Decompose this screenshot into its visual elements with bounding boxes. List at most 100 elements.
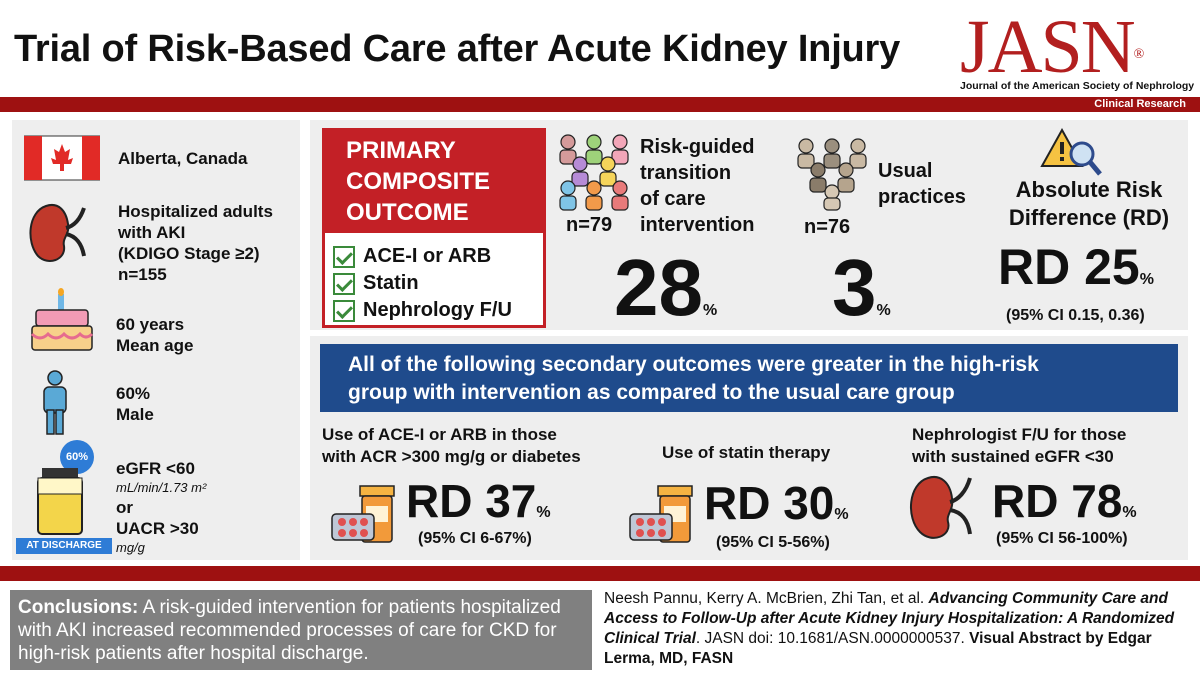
usual-line-2: practices xyxy=(878,186,966,208)
person-icon xyxy=(43,370,67,435)
kidney-icon xyxy=(29,204,86,262)
outcome-3-rd-value: RD 78 xyxy=(992,475,1123,527)
percent-sign: % xyxy=(1139,271,1154,288)
discharge-label: AT DISCHARGE xyxy=(16,538,112,554)
usual-n: n=76 xyxy=(804,216,851,238)
component-item: Statin xyxy=(333,270,543,297)
outcome-1-rd-value: RD 37 xyxy=(406,475,537,527)
outcome-3-line-2: with sustained eGFR <30 xyxy=(912,447,1114,466)
intervention-group-icon xyxy=(559,134,629,211)
male-label: Male xyxy=(116,405,154,424)
citation-title: Advancing Community Care and Access to F… xyxy=(604,590,1175,647)
banner-line-2: group with intervention as compared to t… xyxy=(348,381,955,404)
outcome-2-ci: (95% CI 5-56%) xyxy=(716,534,830,551)
intervention-line-3: of care xyxy=(640,188,706,210)
rd-title: Absolute Risk Difference (RD) xyxy=(996,176,1182,232)
intervention-value: 28 xyxy=(614,243,703,332)
outcome-3-rd: RD 78% xyxy=(992,478,1137,524)
cohort-line-1: Hospitalized adults xyxy=(118,202,273,221)
checkbox-icon xyxy=(333,245,355,268)
primary-rd: RD 25% xyxy=(998,242,1154,292)
page-title: Trial of Risk-Based Care after Acute Kid… xyxy=(14,28,901,70)
conclusions-label: Conclusions: xyxy=(18,597,139,618)
secondary-banner: All of the following secondary outcomes … xyxy=(320,344,1178,412)
pill-bottle-icon xyxy=(331,485,395,543)
usual-value: 3 xyxy=(832,243,877,332)
outcome-1-rd: RD 37% xyxy=(406,478,551,524)
birthday-cake-icon xyxy=(30,288,94,351)
primary-rd-ci: (95% CI 0.15, 0.36) xyxy=(1006,307,1145,324)
outcome-2-rd: RD 30% xyxy=(704,480,849,526)
pill-bottle-icon xyxy=(629,485,693,543)
usual-result: 3% xyxy=(832,248,891,328)
outcome-1-line-2: with ACR >300 mg/g or diabetes xyxy=(322,447,581,466)
component-label: Statin xyxy=(363,272,419,294)
cohort-n: n=155 xyxy=(118,265,167,284)
citation: Neesh Pannu, Kerry A. McBrien, Zhi Tan, … xyxy=(604,589,1194,669)
location-text: Alberta, Canada xyxy=(118,149,248,168)
header-divider xyxy=(0,97,1200,112)
outcome-1-ci: (95% CI 6-67%) xyxy=(418,530,532,547)
heading-line-2: COMPOSITE xyxy=(346,168,491,195)
component-label: ACE-I or ARB xyxy=(363,245,492,267)
checkbox-icon xyxy=(333,299,355,322)
citation-journal: . JASN doi: 10.1681/ASN.0000000537. xyxy=(695,630,970,647)
outcome-components: ACE-I or ARB Statin Nephrology F/U xyxy=(322,230,546,328)
section-label: Clinical Research xyxy=(1094,98,1186,110)
conclusions-text: A risk-guided intervention for patients … xyxy=(18,597,561,664)
sex-info: 60% Male xyxy=(116,383,154,425)
usual-care-group-icon xyxy=(797,138,867,211)
outcome-2-label: Use of statin therapy xyxy=(662,443,831,462)
male-value: 60% xyxy=(116,384,151,403)
jasn-logo: JASN® xyxy=(960,2,1145,92)
urine-sample-icon xyxy=(37,468,83,535)
intervention-line-1: Risk-guided xyxy=(640,136,755,158)
heading-line-1: PRIMARY xyxy=(346,137,456,164)
kidney-icon xyxy=(909,476,972,539)
percent-sign: % xyxy=(536,504,551,521)
primary-outcome-heading: PRIMARY COMPOSITE OUTCOME xyxy=(322,128,546,230)
cohort-line-3: (KDIGO Stage ≥2) xyxy=(118,244,260,263)
component-item: ACE-I or ARB xyxy=(333,243,543,270)
outcome-1-label: Use of ACE-I or ARB in those with ACR >3… xyxy=(322,424,581,468)
intervention-line-4: intervention xyxy=(640,214,755,236)
canada-flag-icon xyxy=(24,135,100,181)
usual-line-1: Usual xyxy=(878,160,933,182)
intervention-line-2: transition xyxy=(640,162,732,184)
cohort-line-2: with AKI xyxy=(118,223,186,242)
component-item: Nephrology F/U xyxy=(333,297,543,324)
banner-line-1: All of the following secondary outcomes … xyxy=(348,353,1039,376)
age-info: 60 years Mean age xyxy=(116,314,193,356)
citation-authors: Neesh Pannu, Kerry A. McBrien, Zhi Tan, … xyxy=(604,590,929,607)
checkbox-icon xyxy=(333,272,355,295)
percent-sign: % xyxy=(876,302,891,319)
percent-sign: % xyxy=(834,506,849,523)
or-text: or xyxy=(116,498,133,517)
age-value: 60 years xyxy=(116,315,185,334)
age-label: Mean age xyxy=(116,336,194,355)
conclusions-box: Conclusions: A risk-guided intervention … xyxy=(10,590,592,670)
outcome-2-rd-value: RD 30 xyxy=(704,477,835,529)
egfr-unit: mL/min/1.73 m² xyxy=(116,480,207,495)
intervention-n: n=79 xyxy=(566,214,613,236)
kidney-function-info: eGFR <60 mL/min/1.73 m² or UACR >30 mg/g xyxy=(116,458,206,557)
percent-sign: % xyxy=(702,302,718,319)
component-label: Nephrology F/U xyxy=(363,299,512,321)
warning-magnifier-icon xyxy=(1040,127,1102,176)
logo-text: JASN xyxy=(960,5,1136,89)
uacr-unit: mg/g xyxy=(116,540,145,555)
cohort-description: Hospitalized adults with AKI (KDIGO Stag… xyxy=(118,201,273,285)
footer-divider xyxy=(0,566,1200,581)
journal-name: Journal of the American Society of Nephr… xyxy=(960,80,1195,92)
rd-title-line-2: Difference (RD) xyxy=(1008,205,1170,230)
outcome-3-label: Nephrologist F/U for those with sustaine… xyxy=(912,424,1126,468)
percent-badge: 60% xyxy=(60,440,94,474)
outcome-1-line-1: Use of ACE-I or ARB in those xyxy=(322,425,557,444)
intervention-result: 28% xyxy=(614,248,717,328)
percent-sign: % xyxy=(1122,504,1137,521)
logo-mark: ® xyxy=(1133,47,1145,62)
outcome-3-line-1: Nephrologist F/U for those xyxy=(912,425,1127,444)
usual-care-label: Usual practices xyxy=(878,158,966,210)
citation-credit: Visual Abstract by Edgar Lerma, MD, FASN xyxy=(604,630,1152,667)
primary-rd-value: RD 25 xyxy=(998,239,1140,295)
